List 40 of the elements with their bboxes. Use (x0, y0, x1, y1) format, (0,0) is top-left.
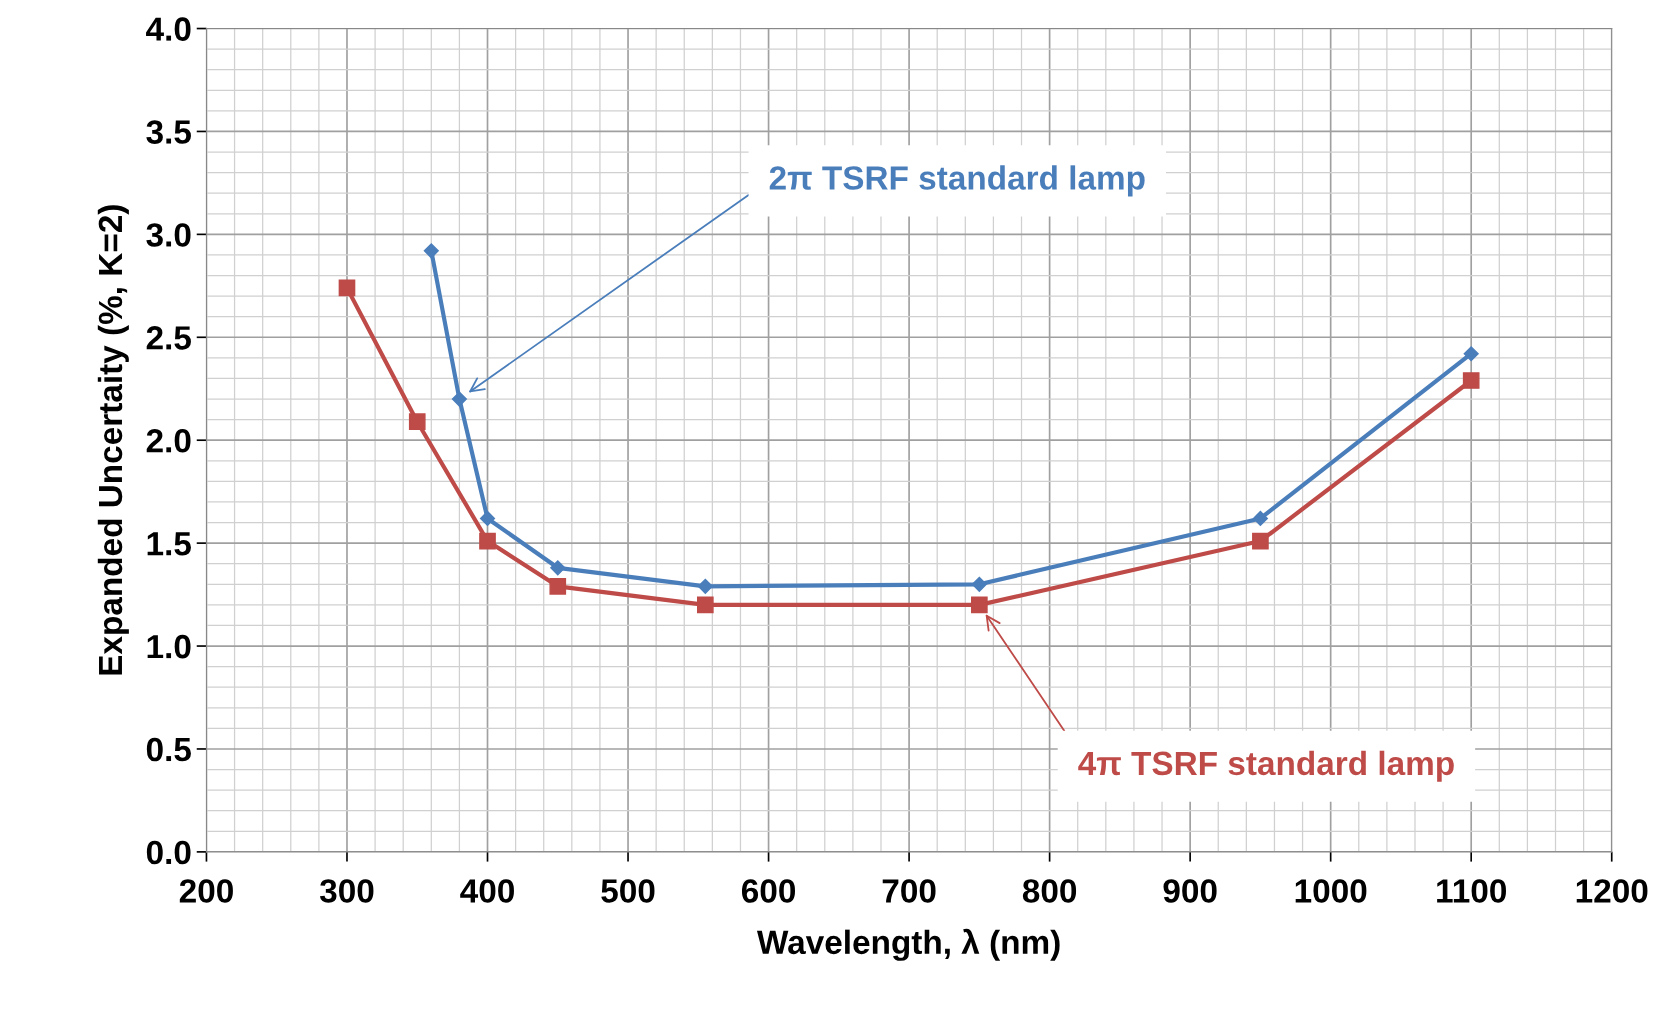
y-tick-label: 0.5 (146, 737, 191, 762)
point (971, 596, 988, 614)
x-tick-label: 1100 (1437, 879, 1506, 903)
point (550, 560, 566, 576)
y-tick-label: 3.0 (146, 223, 191, 247)
x-tick-label: 500 (601, 879, 655, 903)
x-tick-label: 200 (179, 879, 233, 903)
y-tick-label: 1.0 (147, 634, 191, 659)
x-tick-label: 700 (882, 879, 936, 903)
y-tick-label: 2.5 (146, 326, 191, 350)
text: 4π TSRF standard lamp (1078, 750, 1454, 782)
x-tick-label: 400 (460, 879, 514, 903)
point (696, 596, 714, 614)
text: 2π TSRF standard lamp (769, 165, 1145, 197)
point (1252, 532, 1269, 550)
point (1252, 510, 1268, 526)
point (451, 391, 467, 407)
point (549, 578, 567, 595)
y-tick-label: 2.0 (146, 429, 191, 453)
point (971, 576, 987, 592)
x-axis-title: Wavelength, λ (nm) (756, 928, 1060, 961)
x-tick-label: 900 (1163, 879, 1217, 903)
point (479, 532, 496, 550)
y-tick-label: 4.0 (146, 17, 191, 41)
point (408, 413, 426, 431)
y-axis-title: Expanded Uncertaity (%, K=2) (97, 205, 129, 675)
point (697, 578, 713, 594)
point (423, 243, 439, 259)
y-tick-label: 1.5 (147, 532, 191, 556)
x-tick-label: 600 (741, 879, 796, 903)
y-tick-label: 3.5 (146, 120, 191, 144)
point (479, 510, 496, 526)
x-tick-label: 1200 (1576, 879, 1648, 903)
point (338, 279, 356, 297)
point (1463, 346, 1479, 362)
x-tick-label: 800 (1022, 879, 1077, 903)
y-tick-label: 0.0 (146, 840, 191, 865)
x-tick-label: 1000 (1295, 879, 1367, 903)
point (1462, 372, 1480, 389)
x-tick-label: 300 (319, 879, 374, 903)
